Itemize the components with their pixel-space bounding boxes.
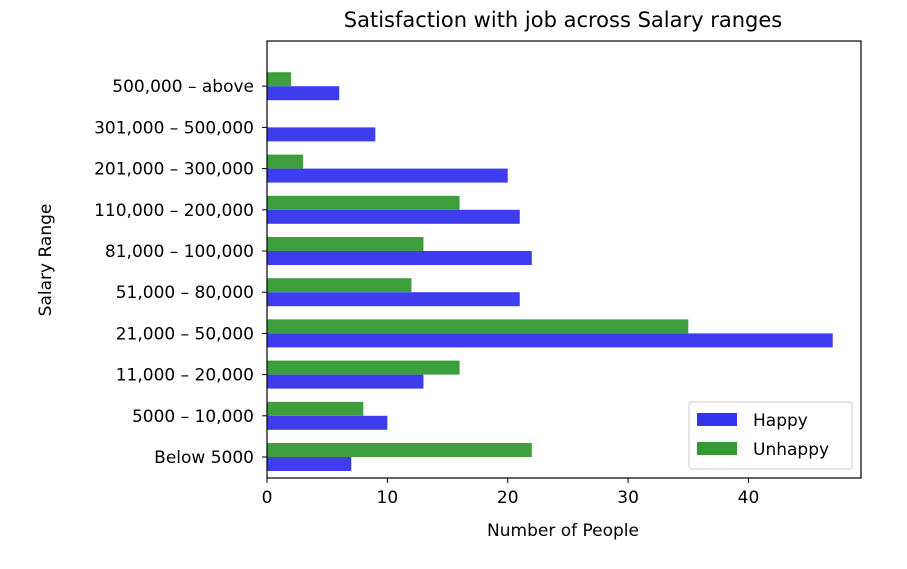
bar-happy-11-000-20-000 [267, 374, 424, 389]
y-axis-ticks: Below 5000 5000 – 10,000 11,000 – 20,000 21… [94, 77, 267, 468]
y-tick-label: 81,000 – 100,000 [105, 242, 254, 262]
bar-happy-51-000-80-000 [267, 292, 520, 307]
bar-happy-201-000-300-000 [267, 168, 508, 183]
y-axis-label: Salary Range [36, 204, 56, 317]
bar-unhappy-21-000-50-000 [267, 319, 689, 334]
bar-happy-500-000-above [267, 86, 340, 101]
x-tick-label: 40 [738, 488, 760, 508]
bar-unhappy-below-5000 [267, 443, 532, 457]
bar-happy-5000-10-000 [267, 415, 388, 430]
bar-unhappy-500-000-above [267, 72, 292, 87]
bar-unhappy-81-000-100-000 [267, 237, 424, 251]
bar-happy-110-000-200-000 [267, 209, 520, 224]
bar-happy-below-5000 [267, 457, 352, 471]
bar-unhappy-201-000-300-000 [267, 154, 304, 169]
x-tick-label: 10 [377, 488, 399, 508]
legend-swatch-unhappy [697, 442, 737, 455]
y-tick-label: 21,000 – 50,000 [116, 324, 254, 344]
y-tick-label: 51,000 – 80,000 [116, 283, 254, 303]
legend: Happy Unhappy [688, 401, 853, 470]
y-tick-label: 301,000 – 500,000 [94, 118, 254, 138]
legend-label-unhappy: Unhappy [753, 440, 829, 460]
x-axis-ticks: 0 10 20 30 40 [262, 478, 760, 508]
legend-swatch-happy [697, 413, 737, 426]
bar-happy-81-000-100-000 [267, 251, 532, 265]
bar-unhappy-11-000-20-000 [267, 360, 460, 375]
y-tick-label: 11,000 – 20,000 [116, 366, 254, 386]
y-tick-label: Below 5000 [154, 448, 254, 468]
legend-label-happy: Happy [753, 411, 808, 431]
plot-frame [266, 40, 862, 479]
y-tick-label: 5000 – 10,000 [132, 407, 254, 427]
x-tick-label: 20 [497, 488, 519, 508]
bar-unhappy-51-000-80-000 [267, 278, 412, 293]
y-tick-label: 500,000 – above [112, 77, 254, 97]
bar-unhappy-5000-10-000 [267, 401, 364, 416]
y-tick-label: 201,000 – 300,000 [94, 160, 254, 180]
bar-happy-21-000-50-000 [267, 333, 833, 348]
y-tick-label: 110,000 – 200,000 [94, 201, 254, 221]
x-axis-label: Number of People [487, 521, 639, 541]
x-tick-label: 30 [617, 488, 639, 508]
chart-title: Satisfaction with job across Salary rang… [344, 8, 782, 32]
x-tick-label: 0 [262, 488, 273, 508]
bar-happy-301-000-500-000 [267, 127, 376, 142]
bars-layer [267, 72, 833, 471]
bar-unhappy-110-000-200-000 [267, 195, 460, 210]
